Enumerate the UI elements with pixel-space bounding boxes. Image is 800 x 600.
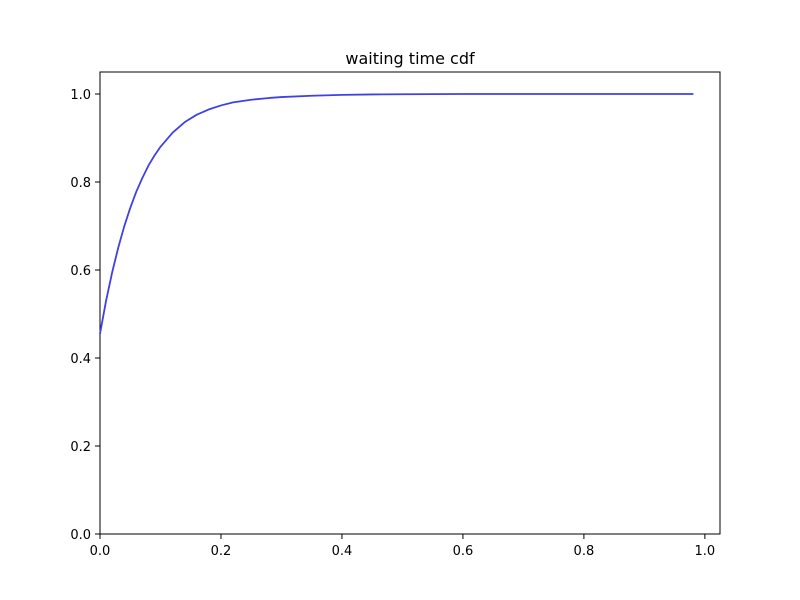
series-line-0 (99, 93, 694, 335)
x-tick-label: 0.4 (332, 544, 353, 559)
y-tick-label: 0.8 (70, 176, 91, 191)
y-tick-label: 0.4 (70, 352, 91, 367)
series-layer (99, 93, 694, 335)
x-tick-label: 0.0 (90, 544, 111, 559)
plot-frame (99, 71, 721, 535)
chart-title: waiting time cdf (345, 49, 475, 68)
y-axis: 0.0 0.2 0.4 0.6 0.8 1.0 (70, 88, 100, 543)
x-tick-label: 0.2 (211, 544, 232, 559)
y-tick-label: 0.0 (70, 528, 91, 543)
x-axis: 0.0 0.2 0.4 0.6 0.8 1.0 (90, 534, 716, 559)
y-tick-label: 0.6 (70, 264, 91, 279)
y-tick-label: 1.0 (70, 88, 91, 103)
y-tick-label: 0.2 (70, 440, 91, 455)
x-tick-label: 0.8 (574, 544, 595, 559)
x-tick-label: 1.0 (695, 544, 716, 559)
x-tick-label: 0.6 (453, 544, 474, 559)
